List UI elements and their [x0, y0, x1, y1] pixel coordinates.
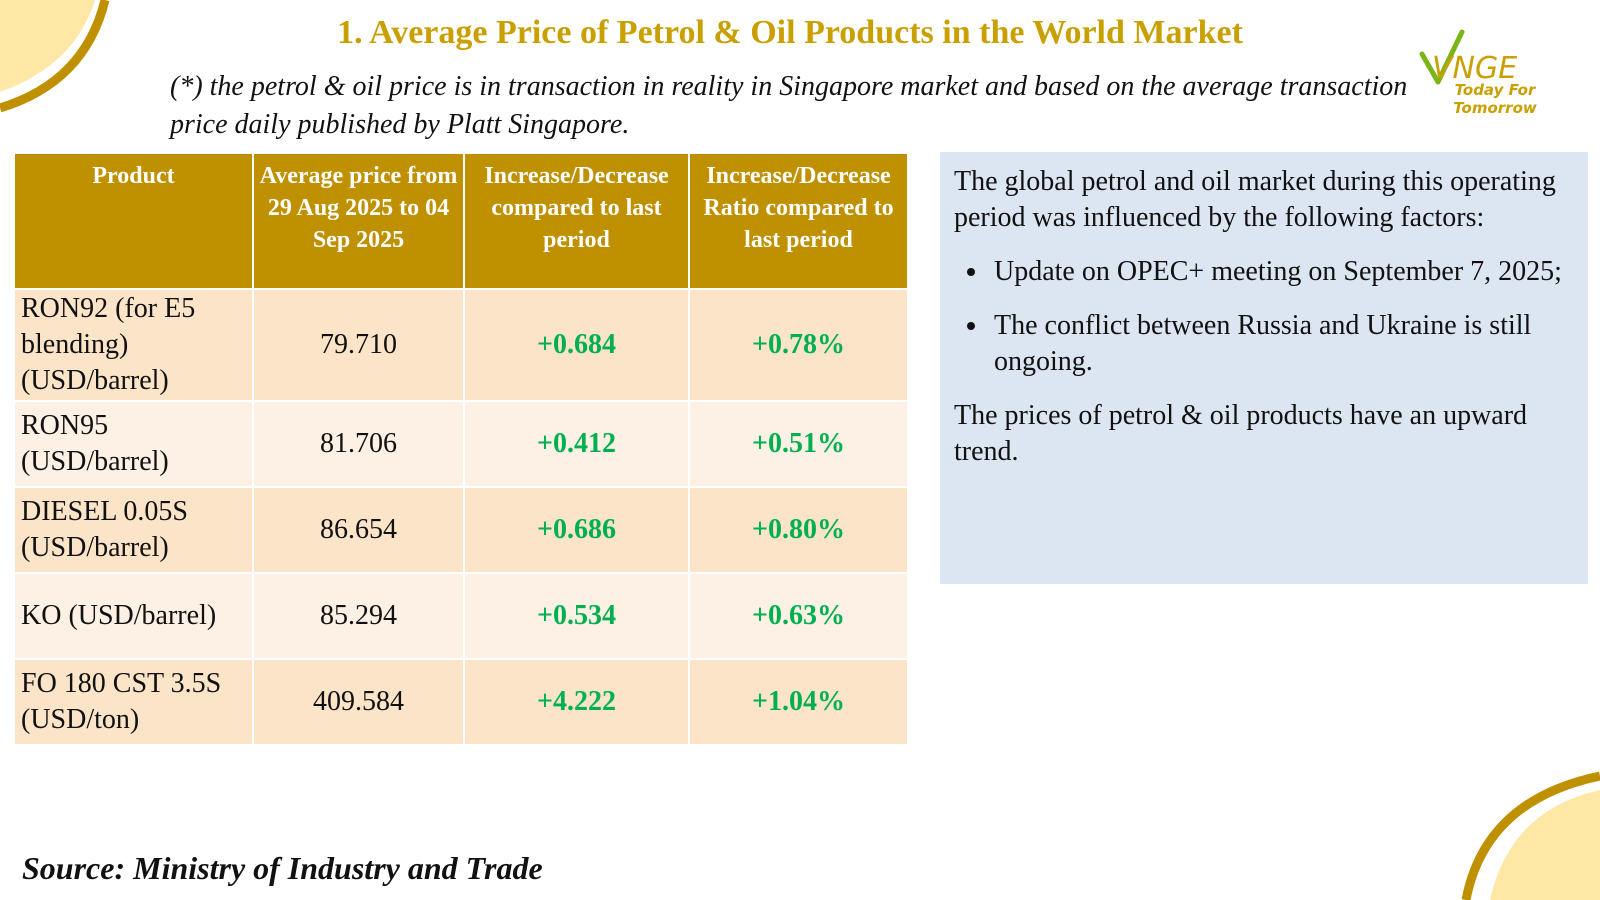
notes-bullet-list: Update on OPEC+ meeting on September 7, … [954, 254, 1574, 380]
table-row: RON92 (for E5 blending) (USD/barrel) 79.… [13, 288, 909, 402]
header-change-ratio: Increase/Decrease Ratio compared to last… [688, 152, 909, 290]
price-change: +4.222 [463, 658, 690, 746]
price-change-ratio: +1.04% [688, 658, 909, 746]
notes-bullet: The conflict between Russia and Ukraine … [990, 308, 1574, 380]
average-price: 86.654 [252, 486, 465, 574]
product-name: KO (USD/barrel) [13, 572, 254, 660]
logo-wordmark: VNGE [1432, 51, 1517, 86]
header-change: Increase/Decrease compared to last perio… [463, 152, 690, 290]
logo-tagline: Today For Tomorrow [1453, 81, 1537, 117]
price-change-ratio: +0.78% [688, 288, 909, 402]
price-change-ratio: +0.63% [688, 572, 909, 660]
price-change-ratio: +0.51% [688, 400, 909, 488]
header-product: Product [13, 152, 254, 290]
page-subtitle: (*) the petrol & oil price is in transac… [170, 71, 1408, 140]
market-notes-panel: The global petrol and oil market during … [940, 152, 1588, 584]
source-note: Source: Ministry of Industry and Trade [22, 850, 543, 886]
notes-intro: The global petrol and oil market during … [954, 166, 1556, 233]
product-name: RON95 (USD/barrel) [13, 400, 254, 488]
vnge-logo: VNGE [1419, 29, 1517, 86]
price-change: +0.684 [463, 288, 690, 402]
price-change-ratio: +0.80% [688, 486, 909, 574]
header-average-price: Average price from 29 Aug 2025 to 04 Sep… [252, 152, 465, 290]
table-row: FO 180 CST 3.5S (USD/ton) 409.584 +4.222… [13, 658, 909, 746]
average-price: 85.294 [252, 572, 465, 660]
average-price: 409.584 [252, 658, 465, 746]
table-header-row: Product Average price from 29 Aug 2025 t… [13, 152, 909, 290]
table-row: KO (USD/barrel) 85.294 +0.534 +0.63% [13, 572, 909, 660]
product-name: FO 180 CST 3.5S (USD/ton) [13, 658, 254, 746]
price-table: Product Average price from 29 Aug 2025 t… [13, 152, 909, 746]
corner-decoration-bottom-right [1461, 771, 1600, 900]
price-change: +0.412 [463, 400, 690, 488]
table-row: DIESEL 0.05S (USD/barrel) 86.654 +0.686 … [13, 486, 909, 574]
notes-conclusion: The prices of petrol & oil products have… [954, 400, 1528, 467]
product-name: DIESEL 0.05S (USD/barrel) [13, 486, 254, 574]
notes-bullet: Update on OPEC+ meeting on September 7, … [990, 254, 1574, 290]
product-name: RON92 (for E5 blending) (USD/barrel) [13, 288, 254, 402]
corner-decoration-top-left [0, 0, 110, 113]
price-change: +0.686 [463, 486, 690, 574]
average-price: 79.710 [252, 288, 465, 402]
page-title: 1. Average Price of Petrol & Oil Product… [337, 14, 1243, 51]
table-row: RON95 (USD/barrel) 81.706 +0.412 +0.51% [13, 400, 909, 488]
price-change: +0.534 [463, 572, 690, 660]
average-price: 81.706 [252, 400, 465, 488]
